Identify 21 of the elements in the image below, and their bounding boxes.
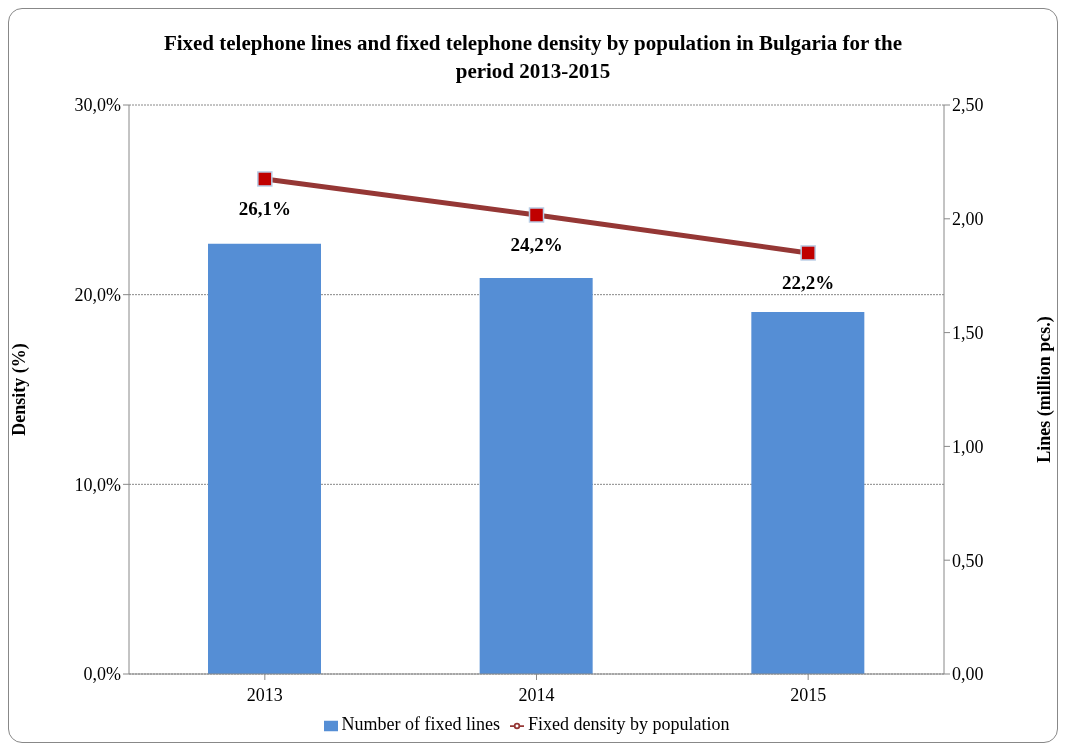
- y-axis-title: Density (%): [9, 343, 31, 436]
- y2-tick-label: 1,00: [952, 436, 984, 457]
- y2-tick-label: 0,00: [952, 664, 984, 685]
- y2-tick-label: 1,50: [952, 322, 984, 343]
- x-tick-label: 2014: [518, 684, 555, 705]
- data-label: 22,2%: [782, 271, 835, 293]
- y2-tick-label: 0,50: [952, 550, 984, 571]
- x-tick-label: 2015: [790, 684, 827, 705]
- y-tick-label: 20,0%: [74, 285, 121, 306]
- y2-tick-label: 2,50: [952, 95, 984, 116]
- legend-label: Fixed density by population: [527, 714, 730, 734]
- legend-label: Number of fixed lines: [341, 714, 500, 734]
- data-label: 24,2%: [510, 234, 563, 256]
- chart-title: Fixed telephone lines and fixed telephone density by population in Bulgaria for the period 2013-2015: [162, 30, 904, 85]
- x-tick-label: 2013: [246, 684, 283, 705]
- data-label: 26,1%: [238, 197, 291, 219]
- y-tick-label: 0,0%: [83, 664, 121, 685]
- y-tick-label: 10,0%: [74, 474, 121, 495]
- y2-axis-title: Lines (million pcs.): [1034, 316, 1056, 463]
- y2-tick-label: 2,00: [952, 209, 984, 230]
- y-tick-label: 30,0%: [74, 95, 121, 116]
